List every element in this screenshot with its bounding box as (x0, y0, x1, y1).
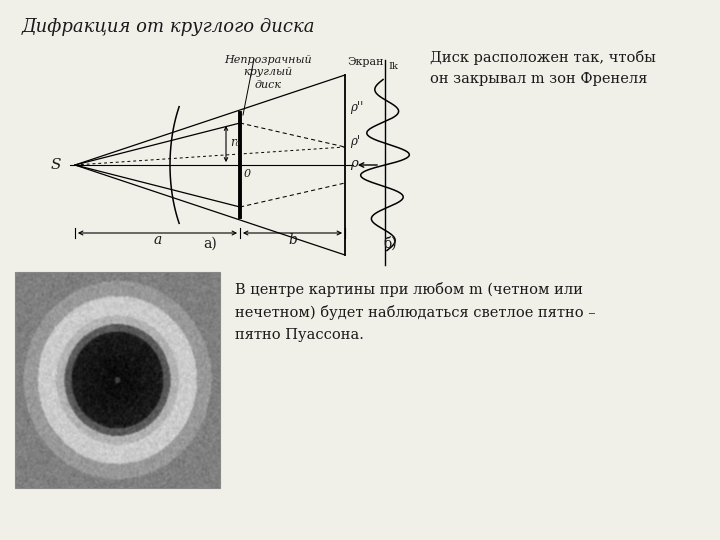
Text: S: S (50, 158, 61, 172)
Text: ρ: ρ (350, 157, 358, 170)
Text: ρ': ρ' (350, 136, 360, 148)
Text: Экран: Экран (347, 57, 384, 67)
Text: В центре картины при любом m (четном или
нечетном) будет наблюдаться светлое пят: В центре картины при любом m (четном или… (235, 282, 595, 342)
Text: b: b (288, 233, 297, 247)
Text: r₀: r₀ (230, 136, 240, 148)
Text: Ik: Ik (388, 62, 398, 71)
Text: ρ'': ρ'' (350, 100, 364, 113)
Text: а): а) (203, 237, 217, 251)
Bar (15, 272, 220, 488)
Text: б): б) (383, 237, 397, 251)
Text: a: a (153, 233, 161, 247)
Text: 0: 0 (244, 169, 251, 179)
Text: Непрозрачный
круглый
диск: Непрозрачный круглый диск (224, 55, 312, 90)
Text: Дифракция от круглого диска: Дифракция от круглого диска (22, 18, 315, 36)
Text: Диск расположен так, чтобы
он закрывал m зон Френеля: Диск расположен так, чтобы он закрывал m… (430, 50, 656, 86)
